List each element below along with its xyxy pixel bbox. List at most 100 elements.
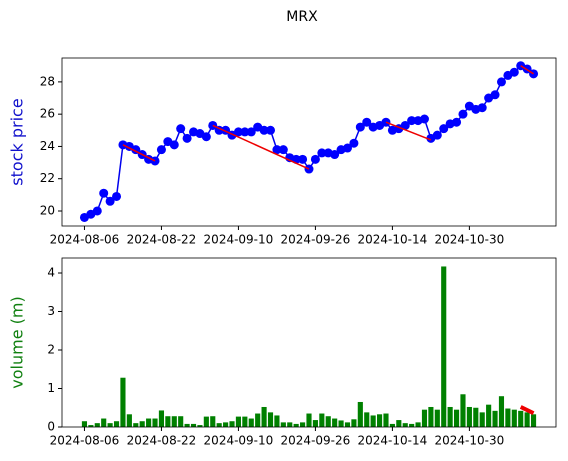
- volume-bar: [293, 423, 299, 427]
- volume-bar: [280, 422, 286, 427]
- price-marker: [490, 90, 500, 100]
- volume-bar: [434, 409, 440, 427]
- price-marker: [355, 122, 365, 132]
- y-tick-label: 26: [40, 107, 55, 121]
- volume-bar: [267, 412, 274, 427]
- price-marker: [310, 154, 320, 164]
- plot-frame: [61, 257, 557, 428]
- volume-bar: [492, 410, 498, 427]
- trend-line: [122, 144, 156, 162]
- chart-title: MRX: [286, 9, 318, 25]
- volume-bar: [190, 423, 197, 427]
- price-marker: [362, 117, 372, 127]
- price-marker: [400, 120, 410, 130]
- volume-bar: [453, 409, 460, 427]
- price-marker: [509, 67, 519, 77]
- volume-bar: [261, 406, 267, 427]
- plot-frame: [61, 57, 557, 227]
- y-tick-label: 24: [40, 139, 55, 153]
- volume-bar: [473, 407, 479, 427]
- y-tick-label: 1: [47, 381, 55, 395]
- price-marker: [233, 127, 243, 137]
- price-marker: [439, 124, 449, 134]
- volume-bar: [107, 423, 113, 427]
- trend-line: [519, 405, 535, 415]
- y-axis-label: volume (m): [8, 296, 27, 388]
- volume-bar: [81, 421, 88, 427]
- price-marker: [92, 206, 102, 216]
- x-tick-label: 2024-10-14: [358, 233, 428, 247]
- x-tick-label: 2024-10-30: [435, 434, 505, 448]
- volume-bar: [300, 422, 306, 427]
- price-marker: [240, 127, 250, 137]
- volume-bar: [325, 416, 331, 427]
- y-tick-label: 28: [40, 74, 55, 88]
- y-tick-label: 0: [47, 420, 55, 434]
- volume-bar: [94, 423, 100, 427]
- x-tick-label: 2024-10-14: [358, 434, 428, 448]
- price-marker: [156, 145, 166, 155]
- volume-bar: [377, 414, 383, 427]
- volume-bar: [486, 404, 492, 427]
- y-tick-label: 20: [40, 203, 55, 217]
- volume-bar: [133, 423, 139, 427]
- volume-bar: [428, 406, 434, 427]
- volume-bar: [319, 413, 325, 427]
- volume-bar: [441, 266, 447, 427]
- price-marker: [407, 116, 417, 126]
- price-marker: [182, 133, 192, 143]
- volume-bar: [383, 413, 389, 427]
- volume-bar: [409, 423, 415, 427]
- price-marker: [201, 132, 211, 142]
- volume-bar: [229, 421, 235, 427]
- price-marker: [432, 130, 442, 140]
- price-marker: [342, 143, 352, 153]
- volume-bar: [402, 423, 408, 427]
- volume-bar: [421, 409, 428, 427]
- volume-bar: [389, 423, 395, 427]
- volume-bar: [460, 394, 466, 427]
- price-marker: [278, 145, 288, 155]
- price-marker: [317, 148, 327, 158]
- price-marker: [112, 191, 122, 201]
- x-tick-label: 2024-08-22: [127, 434, 197, 448]
- volume-bar: [370, 415, 376, 427]
- volume-bar: [447, 406, 453, 427]
- x-tick-label: 2024-08-06: [50, 434, 120, 448]
- volume-bar: [498, 396, 505, 427]
- price-marker: [259, 125, 269, 135]
- price-marker: [272, 145, 282, 155]
- volume-bar: [479, 412, 485, 427]
- volume-bar: [210, 416, 216, 427]
- price-marker: [349, 138, 359, 148]
- trend-line: [385, 121, 432, 141]
- x-tick-label: 2024-09-26: [281, 233, 351, 247]
- volume-bar: [351, 419, 357, 427]
- volume-bar: [113, 421, 120, 427]
- price-marker: [169, 140, 179, 150]
- y-tick-label: 4: [47, 266, 55, 280]
- volume-bar: [216, 423, 222, 427]
- volume-bar: [415, 422, 421, 427]
- price-marker: [266, 125, 276, 135]
- volume-bar: [146, 418, 152, 427]
- volume-bar: [287, 422, 293, 427]
- volume-bar: [255, 413, 261, 427]
- volume-bar: [101, 418, 107, 427]
- volume-bar: [158, 410, 165, 427]
- y-tick-label: 2: [47, 343, 55, 357]
- volume-bar: [511, 409, 517, 427]
- x-tick-label: 2024-09-10: [204, 434, 274, 448]
- price-marker: [99, 188, 109, 198]
- x-tick-label: 2024-09-26: [281, 434, 351, 448]
- volume-bar: [396, 420, 402, 427]
- y-tick-label: 3: [47, 304, 55, 318]
- price-marker: [298, 154, 308, 164]
- price-marker: [330, 150, 340, 160]
- volume-bar: [524, 412, 530, 427]
- price-marker: [176, 124, 186, 134]
- volume-bar: [274, 415, 280, 427]
- volume-bar: [88, 425, 94, 427]
- price-marker: [452, 117, 462, 127]
- volume-bar: [139, 421, 145, 427]
